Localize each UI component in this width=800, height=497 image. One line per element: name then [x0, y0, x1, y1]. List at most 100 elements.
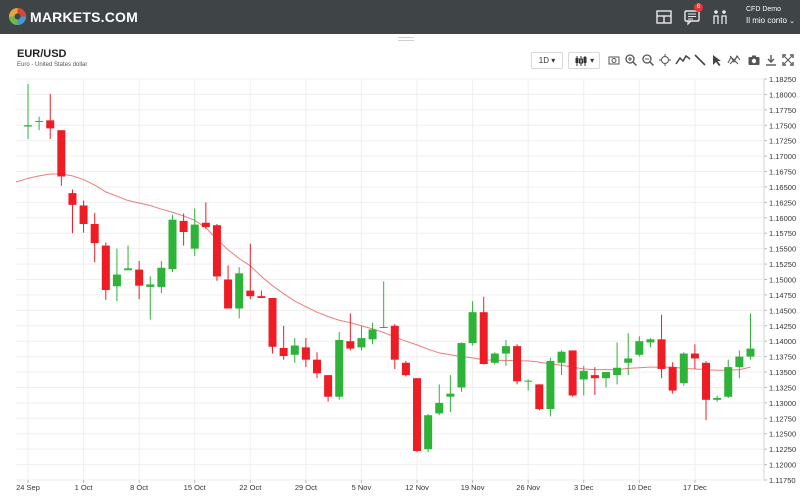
y-tick-label: 1.14750 — [769, 291, 796, 300]
indicator-icon[interactable] — [675, 53, 691, 67]
x-tick-label: 17 Dec — [683, 483, 707, 492]
chevron-down-icon: ⌄ — [789, 18, 796, 25]
zoom-in-icon[interactable] — [624, 53, 638, 67]
candle-body — [257, 296, 266, 299]
candle-body — [268, 298, 277, 347]
account-name: Il mio conto ⌄ — [746, 16, 796, 25]
x-tick-label: 10 Dec — [627, 483, 651, 492]
candle — [624, 333, 633, 376]
x-tick-label: 1 Oct — [75, 483, 94, 492]
y-tick-label: 1.11750 — [769, 476, 796, 485]
candle — [379, 281, 388, 329]
candle — [702, 360, 711, 421]
screenshot-icon[interactable] — [607, 53, 621, 67]
candle-body — [79, 205, 88, 224]
x-tick-label: 29 Oct — [295, 483, 318, 492]
candle — [557, 350, 566, 376]
candle — [268, 298, 277, 354]
crosshair-icon[interactable] — [658, 53, 672, 67]
candle — [457, 342, 466, 392]
candle-body — [346, 341, 355, 349]
candle-body — [635, 341, 644, 355]
fullscreen-icon[interactable] — [781, 53, 795, 67]
candle — [435, 384, 444, 416]
timeframe-select[interactable]: 1D ▾ — [531, 52, 563, 69]
y-tick-label: 1.16000 — [769, 214, 796, 223]
y-tick-label: 1.17500 — [769, 121, 796, 130]
candle — [235, 267, 244, 319]
candle — [101, 242, 110, 300]
candle — [746, 313, 755, 360]
candle-body — [557, 351, 566, 363]
x-tick-label: 22 Oct — [239, 483, 262, 492]
candle — [546, 357, 555, 417]
candle — [290, 338, 299, 363]
candle-body — [601, 372, 610, 379]
zoom-out-icon[interactable] — [641, 53, 655, 67]
y-tick-label: 1.12000 — [769, 461, 796, 470]
candle — [90, 212, 99, 263]
candle — [279, 325, 288, 360]
x-tick-label: 3 Dec — [574, 483, 594, 492]
candle-body — [590, 375, 599, 379]
candle — [201, 202, 210, 229]
chart-type-select[interactable]: ▾ — [568, 52, 600, 69]
candle-body — [746, 348, 755, 357]
cursor-icon[interactable] — [710, 53, 724, 67]
camera-icon[interactable] — [747, 53, 761, 67]
candle — [168, 214, 177, 273]
y-tick-label: 1.15750 — [769, 229, 796, 238]
market-sentiment-icon[interactable] — [711, 8, 729, 26]
candle-body — [179, 220, 188, 232]
candle-body — [168, 219, 177, 270]
y-tick-label: 1.13250 — [769, 383, 796, 392]
top-bar: MARKETS.COM 6 CFD Demo Il mio conto ⌄ — [0, 0, 800, 34]
candle — [346, 313, 355, 351]
download-icon[interactable] — [764, 53, 778, 67]
candle — [413, 378, 422, 453]
notifications-icon[interactable] — [683, 8, 701, 26]
candle-body — [368, 329, 377, 340]
candle-body — [513, 346, 522, 382]
candle — [35, 116, 44, 131]
candle-body — [35, 120, 44, 122]
y-tick-label: 1.15500 — [769, 245, 796, 254]
brand-logo[interactable]: MARKETS.COM — [8, 7, 138, 26]
candle — [468, 301, 477, 346]
candle-body — [357, 338, 366, 348]
candle-body — [335, 339, 344, 397]
candle-body — [312, 359, 321, 374]
candle — [635, 336, 644, 357]
x-tick-label: 19 Nov — [461, 483, 485, 492]
x-tick-label: 12 Nov — [405, 483, 429, 492]
candle — [179, 213, 188, 246]
account-menu[interactable]: CFD Demo Il mio conto ⌄ — [746, 6, 795, 25]
y-tick-label: 1.14000 — [769, 337, 796, 346]
candle — [212, 223, 221, 281]
y-tick-label: 1.16500 — [769, 183, 796, 192]
candle-body — [579, 370, 588, 380]
caret-down-icon: ▾ — [590, 56, 595, 65]
time-axis: 24 Sep 1 Oct 8 Oct 15 Oct 22 Oct 29 Oct 5 Nov 1… — [16, 480, 707, 492]
draw-line-icon[interactable] — [693, 53, 707, 67]
remove-drawings-icon[interactable] — [727, 53, 741, 67]
candle-body — [324, 375, 333, 397]
candle-body — [413, 378, 422, 452]
candle — [668, 362, 677, 394]
candle — [46, 93, 55, 139]
candle — [24, 83, 32, 139]
instrument-description: Euro - United States dollar — [17, 62, 88, 68]
candle-body — [212, 225, 221, 277]
panel-drag-handle[interactable] — [398, 37, 414, 41]
candle — [79, 200, 88, 233]
y-tick-label: 1.17750 — [769, 106, 796, 115]
candle — [490, 352, 499, 365]
candle — [501, 339, 510, 366]
layout-icon[interactable] — [655, 8, 673, 26]
candle — [690, 344, 699, 369]
y-tick-label: 1.12500 — [769, 430, 796, 439]
candle-body — [290, 345, 299, 355]
candle-body — [401, 362, 410, 376]
candle — [535, 384, 544, 411]
